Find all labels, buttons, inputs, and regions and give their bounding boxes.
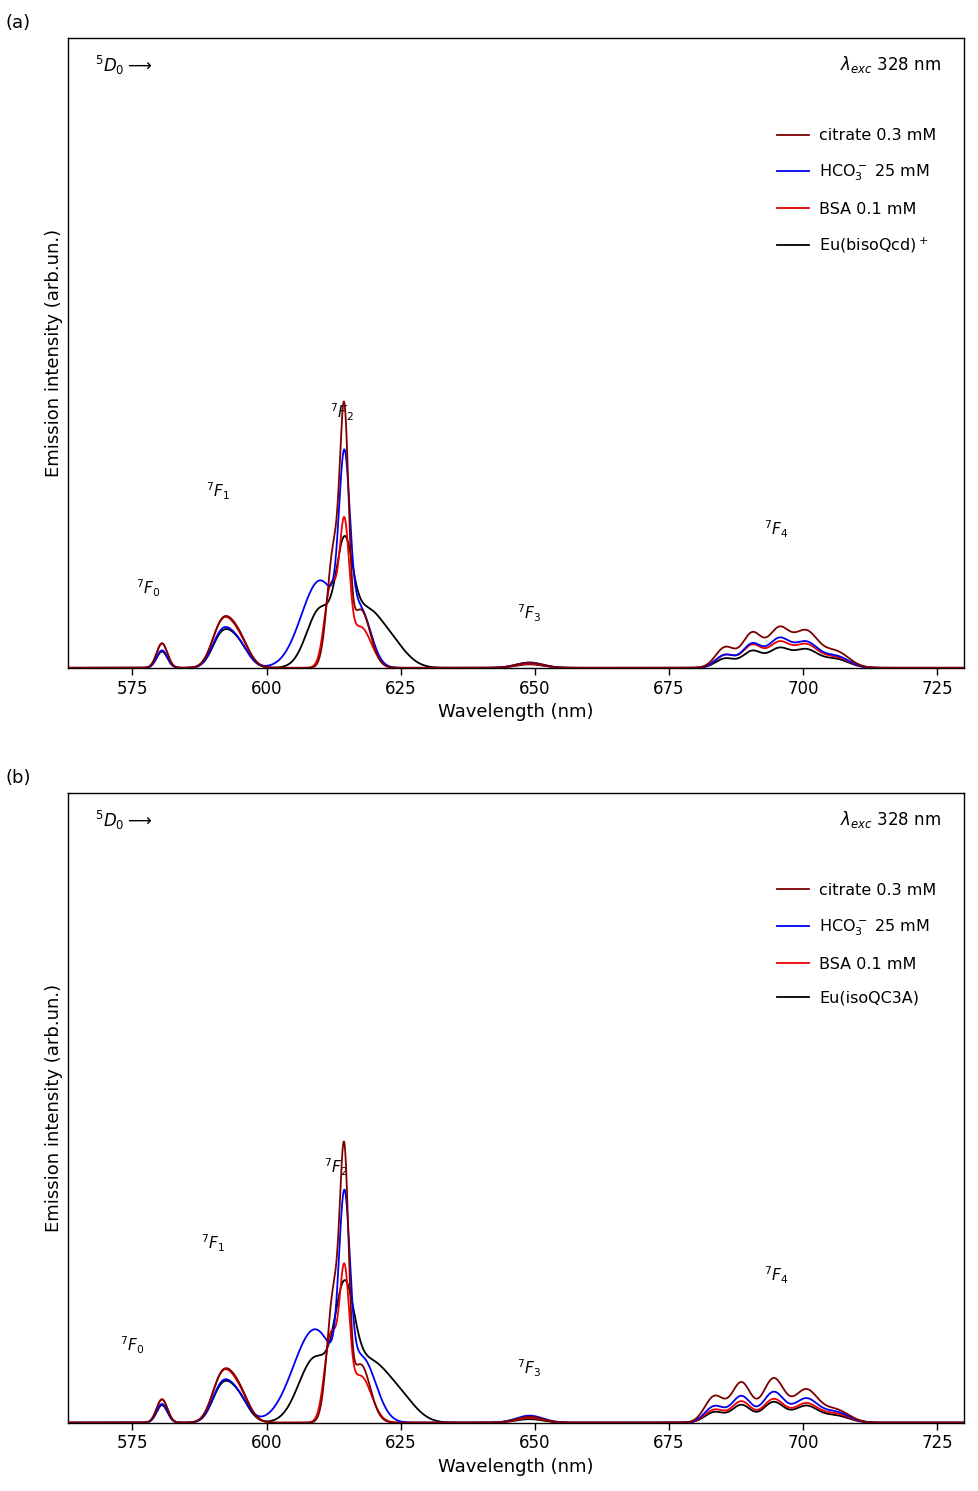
Text: $^5D_0 \longrightarrow$: $^5D_0 \longrightarrow$: [95, 54, 152, 78]
Text: $^7F_4$: $^7F_4$: [763, 1264, 787, 1285]
Text: $^7F_1$: $^7F_1$: [200, 1232, 225, 1254]
X-axis label: Wavelength (nm): Wavelength (nm): [438, 1458, 594, 1476]
Text: $^7F_1$: $^7F_1$: [206, 480, 230, 501]
Text: $^7F_3$: $^7F_3$: [517, 602, 541, 625]
Y-axis label: Emission intensity (arb.un.): Emission intensity (arb.un.): [45, 230, 63, 477]
Text: (a): (a): [6, 13, 30, 31]
Y-axis label: Emission intensity (arb.un.): Emission intensity (arb.un.): [45, 984, 63, 1232]
Text: $\lambda_{exc}$ 328 nm: $\lambda_{exc}$ 328 nm: [839, 54, 941, 75]
Text: (b): (b): [6, 769, 31, 787]
Text: $^7F_3$: $^7F_3$: [517, 1357, 541, 1379]
Text: $^7F_4$: $^7F_4$: [763, 519, 787, 540]
Text: $^7F_0$: $^7F_0$: [120, 1334, 145, 1355]
Text: $^7F_2$: $^7F_2$: [330, 401, 353, 423]
Text: $^7F_0$: $^7F_0$: [136, 577, 160, 599]
Text: $^7F_2$: $^7F_2$: [324, 1157, 348, 1178]
Legend: citrate 0.3 mM, HCO$_3^-$ 25 mM, BSA 0.1 mM, Eu(bisoQcd)$^+$: citrate 0.3 mM, HCO$_3^-$ 25 mM, BSA 0.1…: [771, 122, 942, 262]
Legend: citrate 0.3 mM, HCO$_3^-$ 25 mM, BSA 0.1 mM, Eu(isoQC3A): citrate 0.3 mM, HCO$_3^-$ 25 mM, BSA 0.1…: [771, 877, 942, 1012]
Text: $^5D_0 \longrightarrow$: $^5D_0 \longrightarrow$: [95, 808, 152, 832]
X-axis label: Wavelength (nm): Wavelength (nm): [438, 704, 594, 722]
Text: $\lambda_{exc}$ 328 nm: $\lambda_{exc}$ 328 nm: [839, 808, 941, 830]
